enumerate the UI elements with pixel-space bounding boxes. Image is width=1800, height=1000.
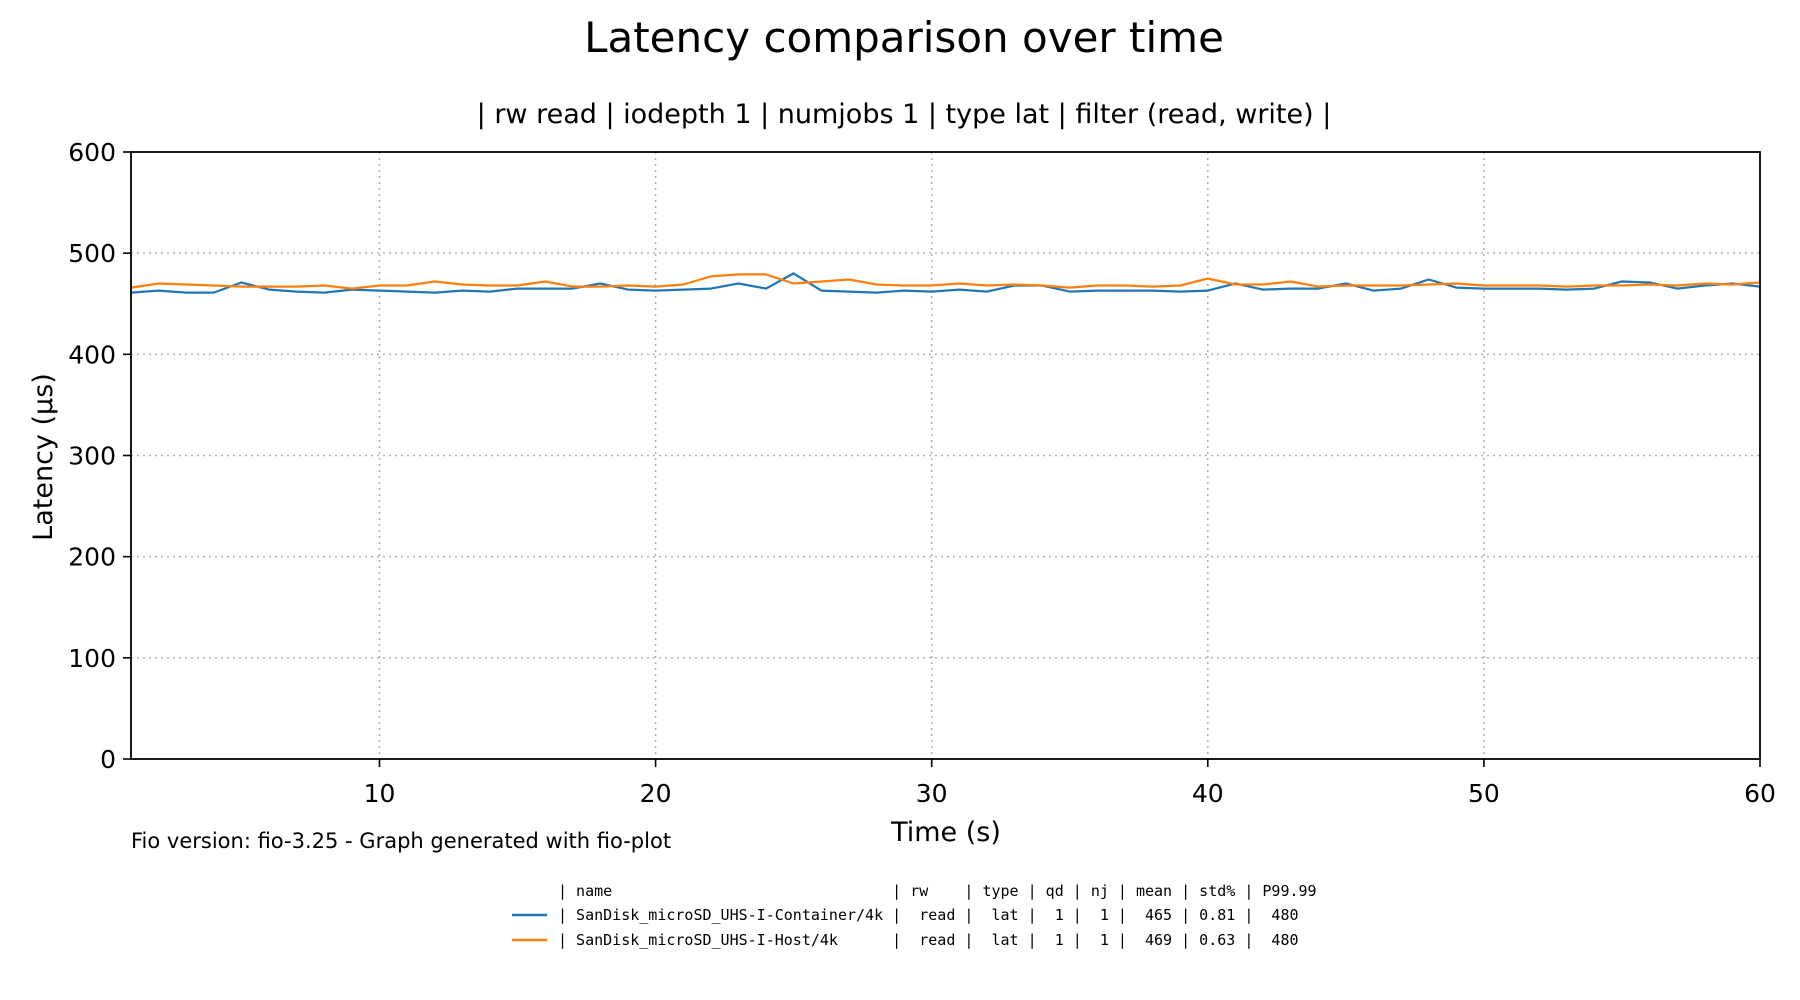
grid-lines [131, 152, 1760, 759]
series-line-host [130, 273, 1761, 290]
legend: | name | rw | type | qd | nj | mean | st… [512, 882, 1317, 949]
y-tick-label: 600 [68, 138, 116, 167]
y-tick-label: 300 [68, 442, 116, 471]
y-tick-label: 400 [68, 340, 116, 369]
x-axis-ticks: 10 20 30 40 50 60 [364, 759, 1776, 808]
x-axis-label: Time (s) [890, 817, 1001, 848]
chart-title: Latency comparison over time [584, 13, 1224, 62]
x-tick-label: 30 [916, 779, 948, 808]
legend-row-host: | SanDisk_microSD_UHS-I-Host/4k | read |… [558, 931, 1299, 949]
footnote: Fio version: fio-3.25 - Graph generated … [131, 829, 671, 853]
y-axis-label: Latency (µs) [28, 373, 59, 541]
y-tick-label: 500 [68, 239, 116, 268]
x-tick-label: 60 [1744, 779, 1776, 808]
chart-subtitle: | rw read | iodepth 1 | numjobs 1 | type… [477, 99, 1332, 130]
x-tick-label: 40 [1192, 779, 1224, 808]
legend-row-container: | SanDisk_microSD_UHS-I-Container/4k | r… [558, 906, 1299, 924]
y-tick-label: 0 [100, 745, 116, 774]
series-line-container [130, 272, 1761, 294]
legend-header: | name | rw | type | qd | nj | mean | st… [558, 882, 1317, 900]
y-tick-label: 200 [68, 543, 116, 572]
x-tick-label: 50 [1468, 779, 1500, 808]
x-tick-label: 10 [364, 779, 396, 808]
y-tick-label: 100 [68, 644, 116, 673]
plot-frame [130, 151, 1761, 760]
x-tick-label: 20 [640, 779, 672, 808]
series-lines [130, 272, 1761, 294]
y-axis-ticks: 0 100 200 300 400 500 600 [68, 138, 131, 774]
